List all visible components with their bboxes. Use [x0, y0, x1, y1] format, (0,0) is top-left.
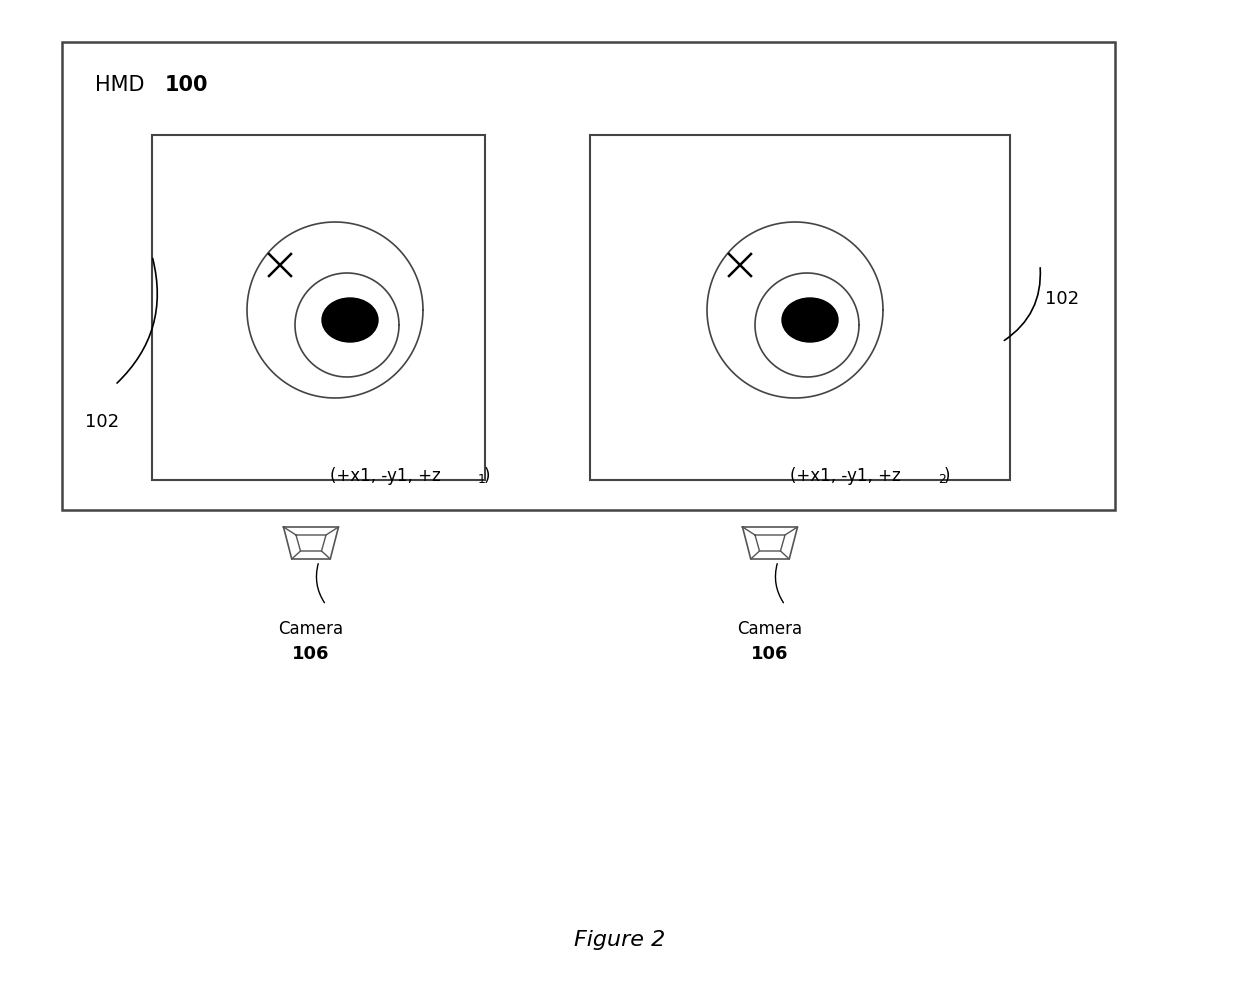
- Text: 1: 1: [477, 473, 486, 486]
- Bar: [590, 135, 1011, 480]
- Text: 102: 102: [86, 413, 119, 431]
- Ellipse shape: [782, 298, 838, 342]
- Text: Figure 2: Figure 2: [574, 930, 666, 950]
- Text: 100: 100: [165, 75, 208, 95]
- Text: Camera: Camera: [738, 620, 802, 638]
- Text: ): ): [944, 467, 951, 485]
- Text: 106: 106: [293, 645, 330, 663]
- Text: Camera: Camera: [279, 620, 343, 638]
- Ellipse shape: [322, 298, 378, 342]
- Text: ): ): [484, 467, 491, 485]
- Text: 2: 2: [937, 473, 946, 486]
- Bar: [153, 135, 485, 480]
- Text: (+x1, -y1, +z: (+x1, -y1, +z: [790, 467, 900, 485]
- Bar: [62, 42, 1115, 510]
- Text: (+x1, -y1, +z: (+x1, -y1, +z: [330, 467, 440, 485]
- Text: 106: 106: [751, 645, 789, 663]
- Text: 102: 102: [1045, 290, 1079, 308]
- Text: HMD: HMD: [95, 75, 145, 95]
